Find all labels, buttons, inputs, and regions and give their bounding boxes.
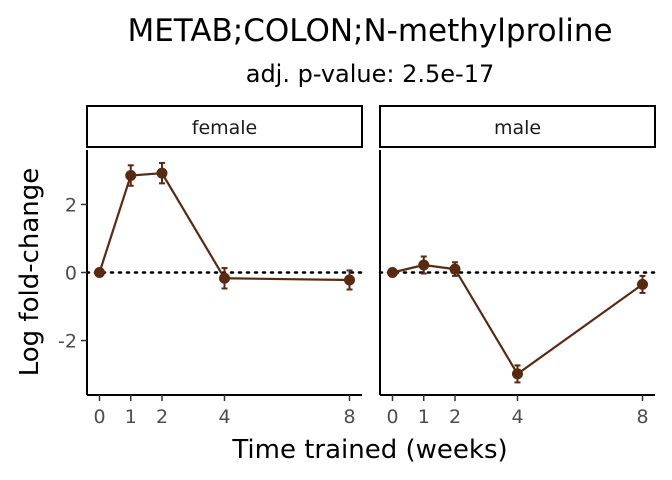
- panel-male: male 0 1 2 4 8: [378, 105, 657, 428]
- chart-title: METAB;COLON;N-methylproline: [127, 13, 612, 49]
- y-tick-label: 2: [65, 194, 77, 216]
- x-tick-label: 1: [418, 406, 430, 428]
- series-line-male: [392, 263, 644, 376]
- x-tick-label: 8: [636, 406, 648, 428]
- x-tick-label: 1: [125, 406, 137, 428]
- data-point: [156, 167, 168, 179]
- x-tick-label: 4: [511, 406, 523, 428]
- x-tick-label: 0: [386, 406, 398, 428]
- x-tick-label: 2: [449, 406, 461, 428]
- data-point: [344, 274, 355, 286]
- x-tick-label: 8: [343, 406, 355, 428]
- y-tick-label: -2: [58, 331, 77, 353]
- data-point: [637, 278, 648, 290]
- x-tick-label: 0: [93, 406, 105, 428]
- y-tick-label: 0: [65, 263, 77, 285]
- strip-label-female: female: [192, 117, 258, 139]
- strip-box-female: [86, 105, 363, 148]
- data-point: [512, 368, 523, 380]
- data-point: [387, 267, 398, 278]
- data-point: [125, 170, 137, 182]
- strip-label-male: male: [494, 117, 541, 139]
- y-axis-title: Log fold-change: [15, 168, 45, 377]
- data-point: [449, 263, 461, 275]
- chart-subtitle: adj. p-value: 2.5e-17: [246, 60, 495, 88]
- strip-box-male: [379, 105, 656, 148]
- x-axis-title: Time trained (weeks): [231, 435, 507, 465]
- data-point: [418, 259, 430, 271]
- data-point: [94, 267, 105, 278]
- series-line-female: [98, 171, 350, 282]
- x-tick-label: 2: [156, 406, 168, 428]
- x-tick-label: 4: [218, 406, 230, 428]
- data-point: [219, 272, 230, 284]
